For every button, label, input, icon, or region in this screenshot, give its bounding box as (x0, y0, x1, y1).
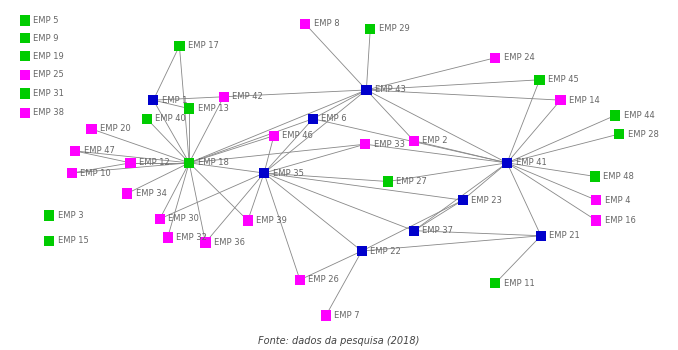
Point (490, 55, 501, 61)
Text: EMP 42: EMP 42 (232, 92, 263, 101)
Point (259, 170, 270, 176)
Point (142, 116, 153, 121)
Text: EMP 47: EMP 47 (83, 147, 115, 155)
Point (555, 97, 566, 103)
Text: EMP 32: EMP 32 (176, 233, 207, 242)
Point (43, 212, 54, 218)
Point (20, 18, 31, 23)
Text: EMP 28: EMP 28 (628, 130, 658, 139)
Text: EMP 39: EMP 39 (256, 216, 287, 225)
Point (162, 234, 173, 240)
Point (458, 197, 468, 203)
Text: EMP 38: EMP 38 (33, 108, 64, 117)
Point (591, 197, 602, 203)
Text: EMP 5: EMP 5 (33, 16, 59, 25)
Point (294, 277, 305, 283)
Point (184, 106, 195, 111)
Point (408, 228, 419, 233)
Text: EMP 4: EMP 4 (605, 196, 631, 205)
Text: EMP 7: EMP 7 (334, 311, 360, 320)
Point (614, 131, 624, 137)
Text: EMP 17: EMP 17 (188, 41, 219, 50)
Text: EMP 23: EMP 23 (471, 196, 502, 205)
Point (610, 113, 620, 118)
Point (20, 72, 31, 77)
Text: EMP 30: EMP 30 (168, 214, 199, 223)
Point (361, 87, 372, 93)
Text: EMP 41: EMP 41 (515, 158, 546, 167)
Point (66, 170, 77, 176)
Text: EMP 48: EMP 48 (603, 172, 635, 181)
Text: EMP 22: EMP 22 (370, 246, 401, 256)
Point (502, 160, 513, 166)
Text: EMP 19: EMP 19 (33, 51, 64, 61)
Text: EMP 46: EMP 46 (282, 131, 313, 140)
Point (20, 110, 31, 116)
Point (590, 174, 601, 179)
Text: EMP 6: EMP 6 (321, 114, 347, 123)
Point (218, 94, 229, 99)
Point (408, 138, 419, 144)
Point (174, 43, 185, 49)
Point (86, 126, 97, 132)
Text: EMP 43: EMP 43 (375, 85, 405, 94)
Text: EMP 34: EMP 34 (136, 189, 167, 198)
Text: EMP 11: EMP 11 (504, 279, 534, 288)
Point (122, 190, 133, 196)
Text: EMP 3: EMP 3 (58, 211, 83, 220)
Text: EMP 40: EMP 40 (155, 114, 186, 123)
Point (125, 160, 136, 166)
Text: EMP 35: EMP 35 (273, 169, 304, 177)
Point (359, 141, 370, 147)
Text: EMP 45: EMP 45 (548, 75, 579, 84)
Point (300, 21, 311, 27)
Text: EMP 29: EMP 29 (379, 25, 410, 34)
Point (321, 313, 332, 318)
Point (534, 77, 545, 83)
Text: EMP 12: EMP 12 (139, 158, 170, 167)
Text: EMP 31: EMP 31 (33, 89, 64, 98)
Point (148, 97, 159, 103)
Text: EMP 24: EMP 24 (504, 53, 534, 62)
Text: EMP 36: EMP 36 (214, 238, 245, 247)
Text: EMP 2: EMP 2 (422, 136, 448, 145)
Point (200, 240, 211, 245)
Point (70, 148, 81, 154)
Text: EMP 37: EMP 37 (422, 226, 454, 235)
Point (184, 160, 195, 166)
Point (591, 218, 602, 223)
Point (20, 91, 31, 96)
Point (536, 233, 546, 239)
Point (155, 216, 165, 222)
Point (490, 280, 501, 286)
Text: EMP 21: EMP 21 (549, 231, 580, 240)
Text: EMP 33: EMP 33 (374, 140, 405, 149)
Text: EMP 25: EMP 25 (33, 70, 64, 79)
Text: EMP 14: EMP 14 (569, 96, 600, 105)
Text: EMP 26: EMP 26 (308, 275, 339, 284)
Text: EMP 15: EMP 15 (58, 236, 88, 245)
Text: EMP 1: EMP 1 (162, 96, 187, 105)
Text: EMP 16: EMP 16 (605, 216, 636, 225)
Point (365, 26, 376, 32)
Point (308, 116, 319, 121)
Text: EMP 18: EMP 18 (198, 158, 228, 167)
Point (20, 53, 31, 59)
Text: EMP 10: EMP 10 (81, 169, 111, 177)
Text: EMP 9: EMP 9 (33, 34, 59, 43)
Point (242, 218, 253, 223)
Text: EMP 27: EMP 27 (397, 177, 427, 186)
Text: EMP 13: EMP 13 (198, 104, 228, 113)
Text: EMP 20: EMP 20 (100, 125, 131, 133)
Point (357, 248, 367, 254)
Text: EMP 8: EMP 8 (314, 19, 339, 28)
Point (268, 133, 279, 139)
Text: EMP 44: EMP 44 (624, 111, 654, 120)
Point (382, 179, 393, 184)
Text: Fonte: dados da pesquisa (2018): Fonte: dados da pesquisa (2018) (258, 336, 420, 346)
Point (43, 238, 54, 244)
Point (20, 35, 31, 41)
